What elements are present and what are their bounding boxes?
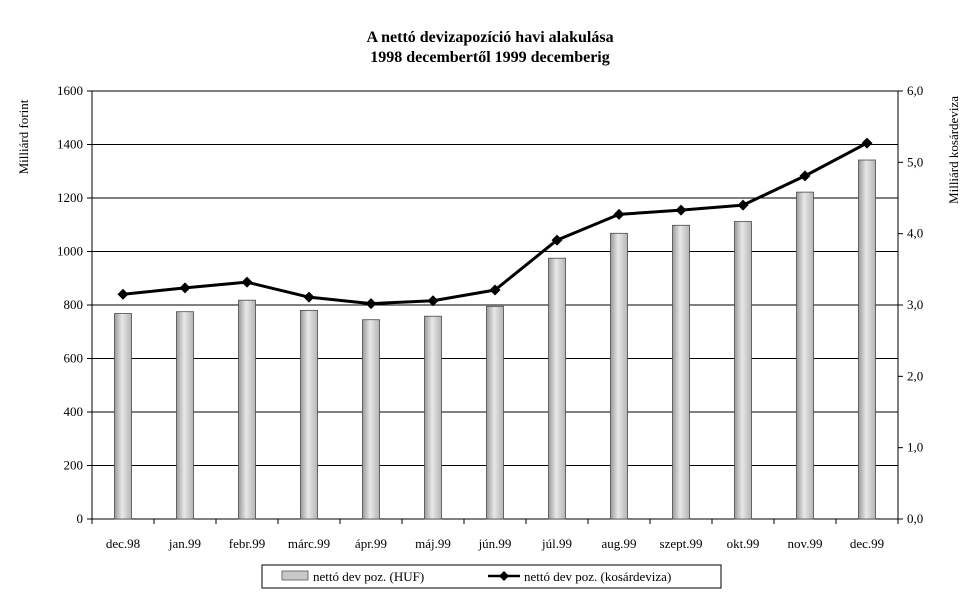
right-tick-label: 1,0 <box>907 440 923 455</box>
line-point <box>179 282 191 294</box>
line-point <box>551 234 563 246</box>
x-tick-label: márc.99 <box>288 536 330 551</box>
line-point <box>427 295 439 307</box>
left-tick-label: 600 <box>64 351 84 366</box>
bar <box>238 299 256 520</box>
line-point <box>737 199 749 211</box>
right-tick-label: 6,0 <box>907 83 923 98</box>
line-point <box>241 276 253 288</box>
bar <box>734 221 752 520</box>
left-tick-label: 200 <box>64 458 84 473</box>
line-point <box>117 288 129 300</box>
legend-swatch-bar <box>281 570 309 581</box>
line-point <box>675 204 687 216</box>
left-axis-title: Milliárd forint <box>16 99 31 174</box>
legend-label-line: nettó dev poz. (kosárdeviza) <box>524 569 671 584</box>
line-point <box>799 170 811 182</box>
x-tick-label: febr.99 <box>229 536 265 551</box>
chart-subtitle: 1998 decembertől 1999 decemberig <box>370 49 609 66</box>
chart-title: A nettó devizapozíció havi alakulása <box>366 29 613 46</box>
legend: nettó dev poz. (HUF) nettó dev poz. (kos… <box>261 564 722 589</box>
left-tick-label: 1000 <box>57 244 83 259</box>
x-tick-label: dec.99 <box>850 536 884 551</box>
x-tick-label: dec.98 <box>106 536 140 551</box>
bar <box>424 315 442 520</box>
left-tick-label: 400 <box>64 404 84 419</box>
left-tick-label: 1400 <box>57 137 83 152</box>
bar <box>858 159 876 520</box>
right-tick-label: 5,0 <box>907 154 923 169</box>
line-point <box>303 291 315 303</box>
plot-area: 0 200 400 600 800 1000 1200 1400 1600 0,0 1,0 2,0 3,… <box>57 83 923 551</box>
line-point <box>861 137 873 149</box>
x-tick-label: máj.99 <box>415 536 451 551</box>
x-tick-label: aug.99 <box>601 536 636 551</box>
bar <box>362 319 380 520</box>
x-tick-label: ápr.99 <box>355 536 387 551</box>
right-tick-label: 2,0 <box>907 368 923 383</box>
x-tick-label: nov.99 <box>788 536 823 551</box>
right-axis-title: Milliárd kosárdeviza <box>946 96 961 204</box>
line-point <box>613 208 625 220</box>
left-tick-label: 800 <box>64 297 84 312</box>
bar <box>176 311 194 520</box>
x-tick-label: jan.99 <box>168 536 201 551</box>
left-tick-label: 1200 <box>57 190 83 205</box>
bar <box>610 232 628 520</box>
bar <box>486 305 504 520</box>
line-point <box>489 284 501 296</box>
right-tick-label: 4,0 <box>907 226 923 241</box>
left-tick-label: 1600 <box>57 83 83 98</box>
x-tick-label: okt.99 <box>727 536 760 551</box>
bar <box>114 313 132 520</box>
legend-label-bar: nettó dev poz. (HUF) <box>313 569 424 584</box>
bar <box>796 191 814 520</box>
right-tick-label: 0,0 <box>907 511 923 526</box>
x-tick-label: júl.99 <box>541 536 572 551</box>
left-tick-label: 0 <box>77 511 84 526</box>
bar <box>300 309 318 520</box>
bar <box>548 257 566 520</box>
x-tick-label: jún.99 <box>478 536 512 551</box>
right-tick-label: 3,0 <box>907 297 923 312</box>
line-point <box>365 298 377 310</box>
bar <box>672 224 690 520</box>
legend-swatch-marker <box>499 571 509 581</box>
x-tick-label: szept.99 <box>660 536 703 551</box>
line-series <box>122 141 868 306</box>
